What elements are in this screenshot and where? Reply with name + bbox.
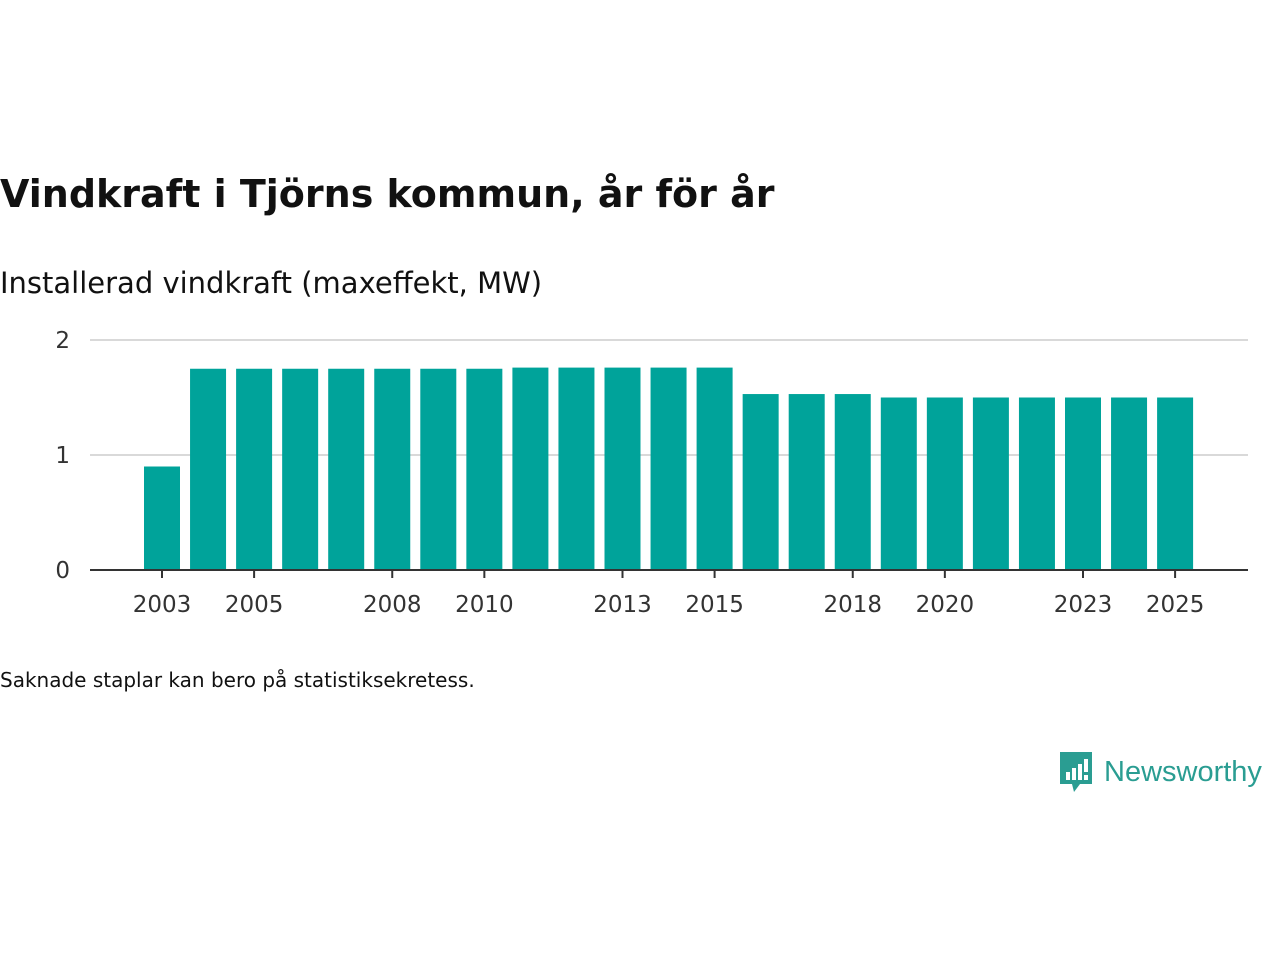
newsworthy-logo-icon [1060,752,1092,792]
bar [1111,397,1148,570]
chart-title: Vindkraft i Tjörns kommun, år för år [0,172,775,216]
x-tick-label: 2005 [225,592,284,618]
y-tick-label: 1 [55,443,70,469]
bar [1018,397,1055,570]
chart-subtitle: Installerad vindkraft (maxeffekt, MW) [0,266,543,300]
footnote: Saknade staplar kan bero på statistiksek… [0,668,475,692]
bar [466,368,503,570]
bar [282,368,319,570]
bar [144,466,180,570]
bar [650,367,687,570]
bar [558,367,595,570]
x-tick-label: 2013 [593,592,652,618]
brand-name: Newsworthy [1104,755,1262,788]
bar [604,367,641,570]
bar [190,368,227,570]
bar [1065,397,1101,570]
y-tick-label: 2 [55,328,70,354]
bar [420,368,457,570]
bar [834,394,871,570]
bar [926,397,963,570]
bar [512,367,549,570]
bar [788,394,825,570]
x-tick-label: 2015 [685,592,744,618]
bar-chart: 0 1 2 2003 2005 2008 2010 2013 2015 2018 2020 2023 2… [55,328,1248,618]
x-tick-label: 2025 [1146,592,1205,618]
bar [1157,397,1194,570]
x-tick-label: 2010 [455,592,514,618]
x-tick-label: 2018 [823,592,882,618]
bar [880,397,917,570]
bar [236,368,273,570]
bar [328,368,365,570]
bar [742,394,779,570]
y-tick-label: 0 [55,558,70,584]
x-tick-label: 2003 [133,592,192,618]
bar [374,368,411,570]
x-tick-label: 2023 [1054,592,1113,618]
bar [696,367,733,570]
bar [972,397,1009,570]
brand-logo[interactable]: Newsworthy [1058,750,1262,794]
x-tick-label: 2008 [363,592,422,618]
x-tick-label: 2020 [916,592,975,618]
